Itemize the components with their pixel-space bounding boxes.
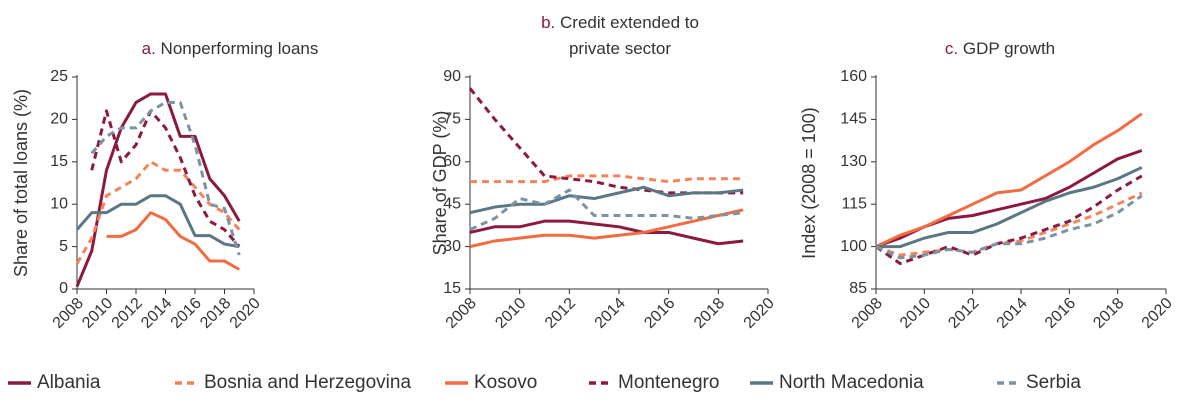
x-tick-label: 2020 bbox=[227, 295, 264, 332]
series-line bbox=[469, 219, 744, 246]
y-axis-label: Share of GDP (%) bbox=[430, 111, 450, 256]
y-tick-label: 45 bbox=[443, 195, 461, 212]
title-line: private sector bbox=[569, 39, 671, 58]
series-line bbox=[875, 149, 1143, 249]
series-line bbox=[875, 112, 1143, 248]
y-tick-label: 160 bbox=[840, 68, 867, 85]
y-tick-label: 145 bbox=[840, 111, 867, 128]
series-line bbox=[876, 166, 1143, 249]
legend-label: North Macedonia bbox=[779, 372, 924, 393]
title-line: Credit extended to bbox=[560, 13, 699, 32]
y-tick-label: 30 bbox=[443, 238, 461, 255]
x-tick-label: 2018 bbox=[1090, 295, 1127, 332]
panel-label: c. bbox=[945, 39, 958, 58]
y-tick-label: 10 bbox=[50, 195, 68, 212]
y-tick-label: 25 bbox=[50, 68, 68, 85]
x-tick-label: 2008 bbox=[849, 295, 886, 332]
series-line bbox=[75, 92, 241, 288]
y-axis-label: Share of total loans (%) bbox=[11, 89, 31, 277]
x-tick-label: 2016 bbox=[168, 295, 205, 332]
y-tick-label: 15 bbox=[50, 153, 68, 170]
legend-label: Montenegro bbox=[618, 372, 719, 393]
x-tick-label: 2010 bbox=[897, 295, 934, 332]
series-line bbox=[469, 208, 744, 249]
x-tick-label: 2008 bbox=[50, 295, 87, 332]
series-line bbox=[90, 100, 241, 256]
x-tick-label: 2018 bbox=[197, 295, 234, 332]
title-line: GDP growth bbox=[963, 39, 1055, 58]
series-line bbox=[470, 174, 744, 184]
panel-label: a. bbox=[142, 39, 156, 58]
y-tick-label: 60 bbox=[443, 153, 461, 170]
y-axis-label: Index (2008 = 100) bbox=[799, 107, 819, 259]
legend-label: Kosovo bbox=[474, 372, 537, 393]
x-tick-label: 2014 bbox=[138, 295, 175, 332]
chart-title: a. Nonperforming loans bbox=[142, 39, 319, 58]
x-tick-label: 2020 bbox=[1139, 295, 1176, 332]
series-line bbox=[875, 174, 1143, 266]
y-tick-label: 85 bbox=[849, 280, 867, 297]
x-tick-label: 2008 bbox=[443, 295, 480, 332]
legend-label: Bosnia and Herzegovina bbox=[204, 372, 411, 393]
x-tick-label: 2012 bbox=[542, 295, 579, 332]
x-tick-label: 2014 bbox=[592, 295, 629, 332]
panel-label: b. bbox=[541, 13, 555, 32]
y-tick-label: 90 bbox=[443, 68, 461, 85]
title-line: Nonperforming loans bbox=[161, 39, 319, 58]
x-tick-label: 2010 bbox=[492, 295, 529, 332]
series-line bbox=[469, 188, 744, 232]
x-tick-label: 2020 bbox=[741, 295, 778, 332]
x-tick-label: 2012 bbox=[945, 295, 982, 332]
x-tick-label: 2012 bbox=[109, 295, 146, 332]
chart-title: b. Credit extended to bbox=[541, 13, 699, 32]
y-tick-label: 100 bbox=[840, 238, 867, 255]
legend-label: Albania bbox=[37, 372, 101, 393]
series-line bbox=[90, 109, 241, 248]
x-tick-label: 2016 bbox=[641, 295, 678, 332]
chart-title: c. GDP growth bbox=[945, 39, 1055, 58]
y-tick-label: 0 bbox=[59, 280, 68, 297]
y-tick-label: 130 bbox=[840, 153, 867, 170]
x-tick-label: 2014 bbox=[994, 295, 1031, 332]
y-tick-label: 5 bbox=[59, 238, 68, 255]
x-tick-label: 2010 bbox=[79, 295, 116, 332]
y-tick-label: 20 bbox=[50, 111, 68, 128]
legend-label: Serbia bbox=[1026, 372, 1081, 393]
chart-title: private sector bbox=[569, 39, 671, 58]
y-tick-label: 15 bbox=[443, 280, 461, 297]
x-tick-label: 2018 bbox=[691, 295, 728, 332]
series-line bbox=[469, 185, 744, 215]
series-line bbox=[75, 194, 240, 249]
y-tick-label: 115 bbox=[841, 195, 867, 212]
series-line bbox=[106, 211, 240, 271]
y-tick-label: 75 bbox=[443, 111, 461, 128]
x-tick-label: 2016 bbox=[1042, 295, 1079, 332]
series-line bbox=[875, 194, 1143, 260]
